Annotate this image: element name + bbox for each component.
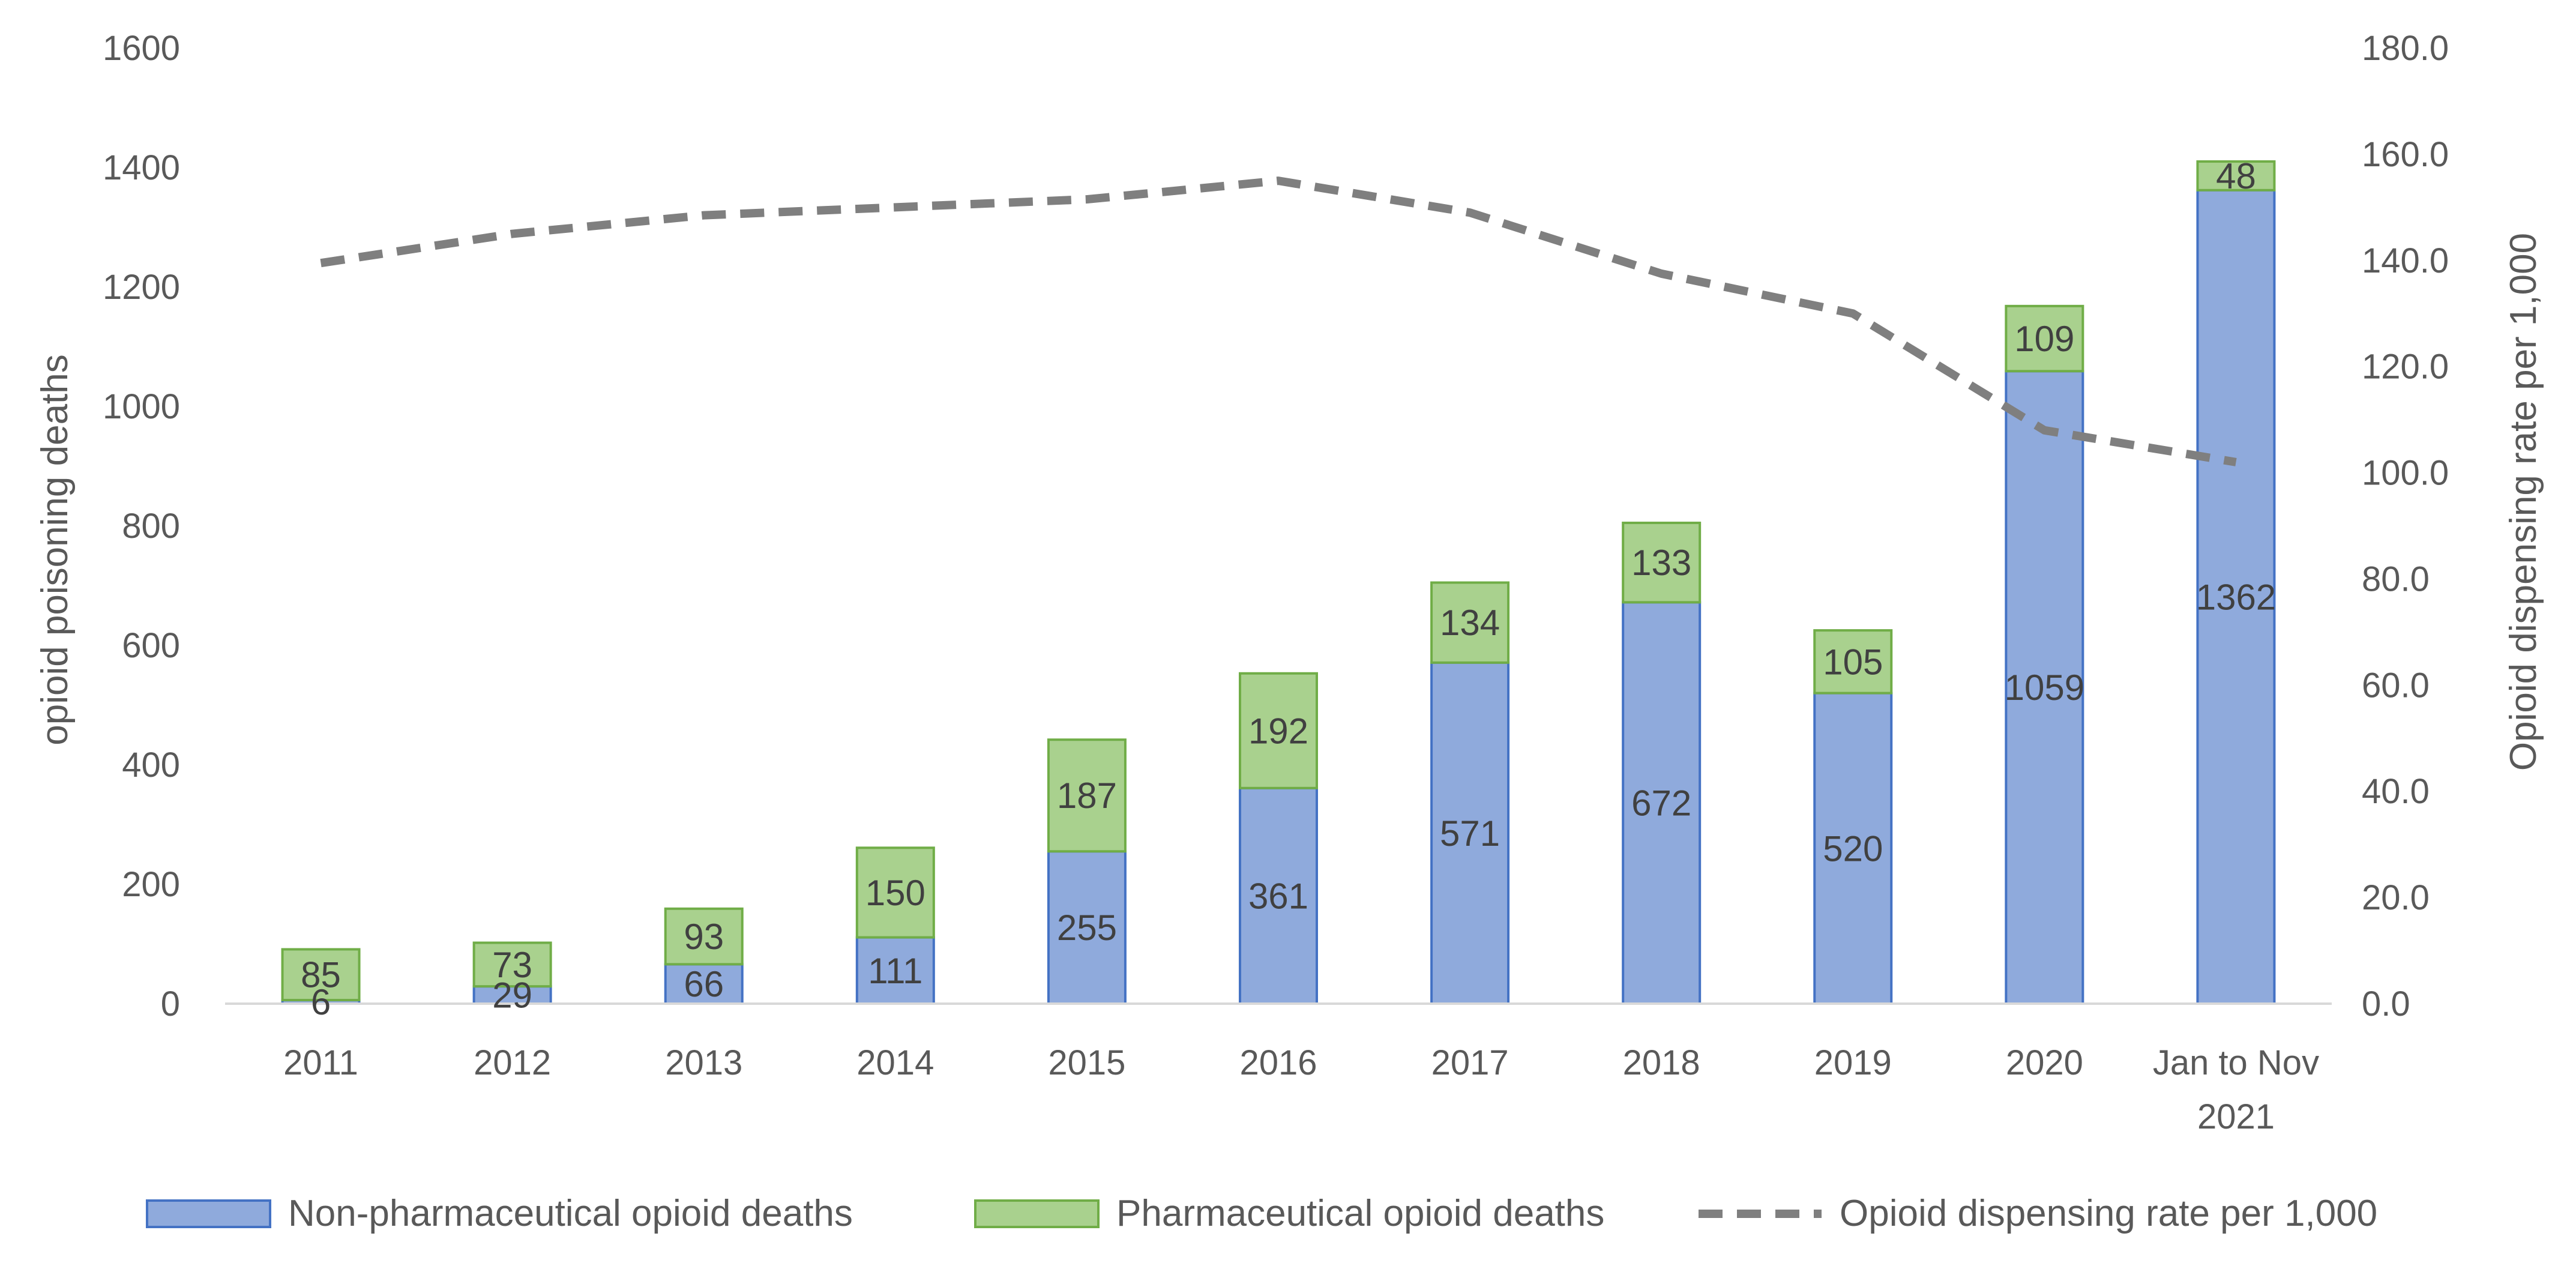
bar-pharmaceutical [1047, 738, 1127, 853]
x-tick-label: 2019 [1814, 1043, 1892, 1082]
y-right-tick-label: 140.0 [2362, 241, 2449, 280]
y-left-axis-title: opioid poisoning deaths [34, 354, 76, 746]
x-tick-label: Jan to Nov [2153, 1043, 2319, 1082]
data-label-pharmaceutical: 192 [1248, 711, 1308, 751]
legend-pharmaceutical-swatch [974, 1199, 1100, 1228]
bar-pharmaceutical [1813, 629, 1893, 695]
legend-non-pharmaceutical-label: Non-pharmaceutical opioid deaths [288, 1193, 853, 1234]
bar-pharmaceutical [1622, 522, 1702, 604]
data-label-pharmaceutical: 134 [1440, 603, 1500, 643]
bar-non-pharmaceutical [1813, 692, 1893, 1005]
data-label-pharmaceutical: 93 [684, 917, 724, 957]
bar-non-pharmaceutical [855, 936, 935, 1005]
bar-pharmaceutical [664, 907, 744, 966]
x-tick-label: 2021 [2197, 1097, 2275, 1136]
legend-pharmaceutical-label: Pharmaceutical opioid deaths [1116, 1193, 1604, 1234]
x-tick-label: 2017 [1431, 1043, 1509, 1082]
data-label-non-pharmaceutical: 1362 [2196, 577, 2276, 617]
y-right-tick-label: 160.0 [2362, 135, 2449, 174]
x-tick-label: 2012 [474, 1043, 551, 1082]
data-label-pharmaceutical: 150 [865, 873, 925, 913]
data-label-non-pharmaceutical: 111 [868, 951, 922, 991]
y-right-tick-label: 180.0 [2362, 29, 2449, 68]
data-label-non-pharmaceutical: 672 [1631, 783, 1691, 824]
bar-pharmaceutical [472, 941, 552, 988]
y-left-tick-label: 600 [122, 626, 180, 665]
data-label-non-pharmaceutical: 29 [492, 975, 532, 1016]
data-label-pharmaceutical: 105 [1823, 642, 1883, 682]
bar-non-pharmaceutical [2196, 188, 2276, 1005]
y-left-tick-label: 1600 [103, 29, 180, 68]
bar-pharmaceutical [2196, 160, 2276, 191]
legend-dispensing-rate-label: Opioid dispensing rate per 1,000 [1840, 1193, 2377, 1234]
data-label-pharmaceutical: 48 [2216, 156, 2256, 196]
x-tick-label: 2018 [1623, 1043, 1700, 1082]
bar-non-pharmaceutical [1047, 850, 1127, 1005]
bar-pharmaceutical [281, 948, 361, 1002]
data-label-non-pharmaceutical: 1059 [2005, 668, 2084, 708]
bar-pharmaceutical [855, 846, 935, 939]
x-tick-label: 2015 [1048, 1043, 1125, 1082]
data-label-non-pharmaceutical: 66 [684, 964, 724, 1004]
data-label-pharmaceutical: 73 [492, 945, 532, 985]
x-tick-label: 2013 [665, 1043, 742, 1082]
y-left-tick-label: 1400 [103, 148, 180, 187]
x-tick-label: 2016 [1239, 1043, 1317, 1082]
data-label-pharmaceutical: 133 [1631, 543, 1691, 583]
x-tick-label: 2011 [283, 1043, 358, 1082]
bar-non-pharmaceutical [664, 963, 744, 1005]
y-right-tick-label: 120.0 [2362, 348, 2449, 387]
data-label-non-pharmaceutical: 361 [1248, 876, 1308, 916]
data-label-non-pharmaceutical: 6 [311, 982, 331, 1022]
bar-pharmaceutical [2005, 304, 2084, 373]
y-right-tick-label: 60.0 [2362, 666, 2430, 705]
y-left-tick-label: 1200 [103, 268, 180, 307]
y-right-tick-label: 80.0 [2362, 559, 2430, 598]
y-left-tick-label: 400 [122, 746, 180, 785]
y-right-tick-label: 100.0 [2362, 454, 2449, 493]
data-label-non-pharmaceutical: 255 [1057, 908, 1117, 948]
y-left-tick-label: 1000 [103, 387, 180, 426]
bar-pharmaceutical [1239, 672, 1318, 789]
legend-non-pharmaceutical-swatch [146, 1199, 271, 1228]
line-dispensing-rate [320, 176, 2237, 466]
data-label-pharmaceutical: 109 [2014, 319, 2074, 359]
bar-non-pharmaceutical [1622, 601, 1702, 1005]
y-right-tick-label: 0.0 [2362, 984, 2410, 1023]
y-left-tick-label: 200 [122, 865, 180, 904]
y-right-axis-title: Opioid dispensing rate per 1,000 [2503, 233, 2544, 771]
y-right-tick-label: 40.0 [2362, 772, 2430, 811]
data-label-pharmaceutical: 187 [1057, 776, 1117, 816]
y-right-tick-label: 20.0 [2362, 878, 2430, 917]
bar-non-pharmaceutical [2005, 370, 2084, 1005]
x-tick-label: 2014 [856, 1043, 934, 1082]
x-tick-label: 2020 [2006, 1043, 2083, 1082]
y-left-tick-label: 800 [122, 507, 180, 546]
data-label-non-pharmaceutical: 571 [1440, 813, 1500, 854]
bar-pharmaceutical [1430, 581, 1510, 664]
y-left-tick-label: 0 [161, 984, 180, 1023]
data-label-pharmaceutical: 85 [301, 955, 341, 995]
data-label-non-pharmaceutical: 520 [1823, 828, 1883, 869]
bar-non-pharmaceutical [1430, 661, 1510, 1005]
